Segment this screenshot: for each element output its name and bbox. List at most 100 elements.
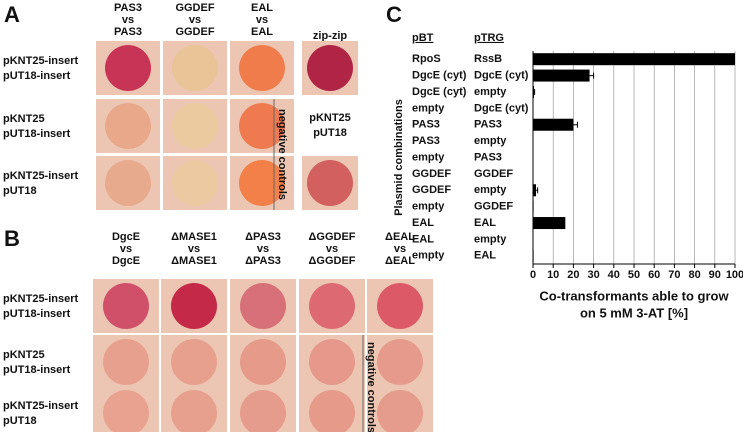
pbt-label: GGDEF xyxy=(412,184,451,196)
column-header: EAL xyxy=(251,2,273,14)
row-label: pKNT25-insert xyxy=(3,293,79,305)
x-tick-label: 50 xyxy=(628,269,640,281)
colony xyxy=(172,45,218,91)
colony xyxy=(309,339,355,385)
colony xyxy=(171,283,217,329)
column-header: ΔPAS3 xyxy=(245,231,281,243)
ptrg-label: DgcE (cyt) xyxy=(474,102,529,114)
colony xyxy=(103,283,149,329)
colony xyxy=(377,283,423,329)
row-label: pKNT25-insert xyxy=(3,55,79,67)
bar xyxy=(533,86,534,98)
ptrg-label: PAS3 xyxy=(474,151,502,163)
colony xyxy=(377,339,423,385)
column-header: ΔPAS3 xyxy=(245,255,281,267)
ptrg-label: DgcE (cyt) xyxy=(474,69,529,81)
ptrg-label: empty xyxy=(474,135,507,147)
ptrg-label: empty xyxy=(474,184,507,196)
extra-title: zip-zip xyxy=(313,30,347,42)
panel-letter: A xyxy=(4,2,20,27)
row-label: pKNT25-insert xyxy=(3,170,79,182)
bar xyxy=(533,184,536,196)
column-header: ΔMASE1 xyxy=(171,255,217,267)
pbt-label: DgcE (cyt) xyxy=(412,86,467,98)
colony xyxy=(239,45,285,91)
column-header: vs xyxy=(394,243,406,255)
row-label: pUT18 xyxy=(3,415,37,427)
row-label: pKNT25 xyxy=(3,113,45,125)
side-note: negative controls xyxy=(276,109,288,200)
column-header: vs xyxy=(257,243,269,255)
colony xyxy=(105,45,151,91)
column-header: vs xyxy=(326,243,338,255)
bar xyxy=(533,70,590,82)
ptrg-label: RssB xyxy=(474,53,502,65)
colony xyxy=(172,160,218,206)
ptrg-label: EAL xyxy=(474,217,496,229)
ptrg-label: empty xyxy=(474,86,507,98)
x-tick-label: 70 xyxy=(668,269,680,281)
pbt-label: empty xyxy=(412,151,445,163)
side-note: negative controls xyxy=(365,342,377,432)
x-tick-label: 60 xyxy=(648,269,660,281)
colony xyxy=(240,283,286,329)
colony xyxy=(171,339,217,385)
error-bar xyxy=(573,122,577,128)
column-header: vs xyxy=(189,14,201,26)
colony xyxy=(309,283,355,329)
colony xyxy=(103,339,149,385)
pbt-label: GGDEF xyxy=(412,168,451,180)
colony xyxy=(105,160,151,206)
pbt-label: EAL xyxy=(412,233,434,245)
colony xyxy=(172,103,218,149)
bar xyxy=(533,250,534,262)
row-label: pUT18-insert xyxy=(3,308,71,320)
y-axis-label: Plasmid combinations xyxy=(393,99,405,216)
column-header: DgcE xyxy=(112,231,140,243)
column-header: pTRG xyxy=(474,32,504,44)
row-label: pKNT25 xyxy=(3,349,45,361)
pbt-label: empty xyxy=(412,102,445,114)
x-axis-label: Co-transformants able to grow xyxy=(539,288,729,303)
colony xyxy=(307,160,353,206)
column-header: GGDEF xyxy=(175,26,214,38)
bar xyxy=(533,119,573,131)
row-label: pUT18-insert xyxy=(3,128,71,140)
column-header: vs xyxy=(188,243,200,255)
column-header: ΔGGDEF xyxy=(308,255,355,267)
ptrg-label: GGDEF xyxy=(474,201,513,213)
x-tick-label: 40 xyxy=(608,269,620,281)
x-axis-label: on 5 mM 3-AT [%] xyxy=(580,305,688,320)
x-tick-label: 90 xyxy=(709,269,721,281)
column-header: PAS3 xyxy=(114,2,142,14)
pbt-label: RpoS xyxy=(412,53,441,65)
colony xyxy=(240,339,286,385)
column-header: DgcE xyxy=(112,255,140,267)
ptrg-label: EAL xyxy=(474,250,496,262)
x-tick-label: 80 xyxy=(688,269,700,281)
pbt-label: PAS3 xyxy=(412,135,440,147)
ptrg-label: empty xyxy=(474,233,507,245)
extra-title: pKNT25 xyxy=(309,112,351,124)
pbt-label: PAS3 xyxy=(412,119,440,131)
ptrg-label: GGDEF xyxy=(474,168,513,180)
panel-letter: B xyxy=(4,226,20,251)
bar xyxy=(533,53,735,65)
x-tick-label: 30 xyxy=(587,269,599,281)
row-label: pUT18-insert xyxy=(3,70,71,82)
error-bar xyxy=(590,73,594,79)
column-header: pBT xyxy=(412,32,434,44)
pbt-label: empty xyxy=(412,250,445,262)
column-header: PAS3 xyxy=(114,26,142,38)
row-label: pUT18-insert xyxy=(3,364,71,376)
x-tick-label: 10 xyxy=(547,269,559,281)
column-header: vs xyxy=(120,243,132,255)
bar xyxy=(533,201,534,213)
colony xyxy=(307,45,353,91)
panel-letter: C xyxy=(386,2,402,27)
column-header: ΔGGDEF xyxy=(308,231,355,243)
bar xyxy=(533,217,565,229)
pbt-label: EAL xyxy=(412,217,434,229)
error-bar xyxy=(536,187,538,193)
